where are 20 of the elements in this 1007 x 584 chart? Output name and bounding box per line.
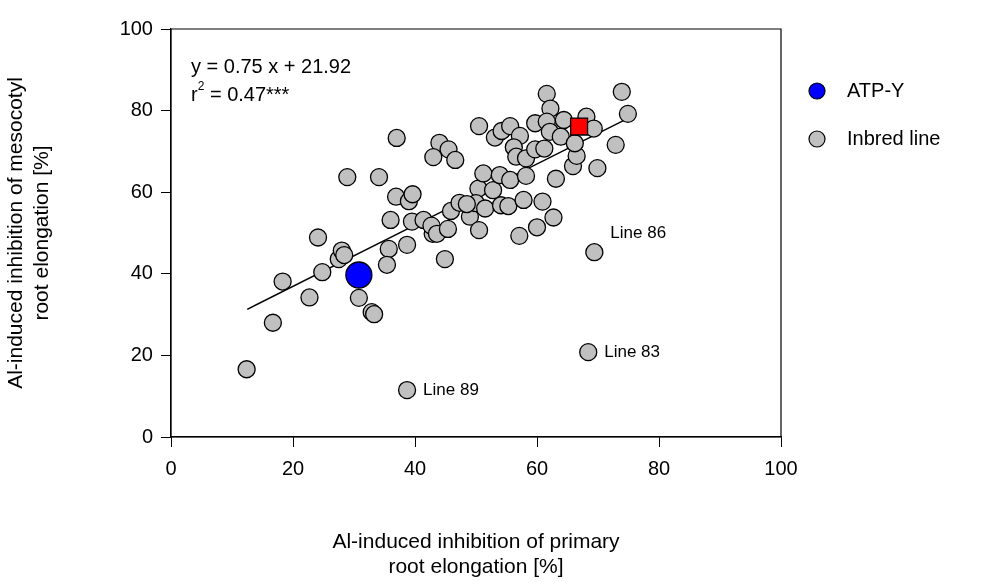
x-tick-label: 80 bbox=[647, 456, 671, 479]
legend-label: ATP-Y bbox=[847, 78, 905, 101]
y-tick-label: 80 bbox=[130, 98, 153, 121]
x-tick-label: 0 bbox=[165, 456, 177, 479]
y-tick-label: 100 bbox=[119, 16, 153, 39]
y-tick-label: 40 bbox=[130, 261, 153, 284]
y-tick-label: 20 bbox=[130, 342, 153, 365]
x-tick-label: 60 bbox=[525, 456, 549, 479]
y-tick-label: 60 bbox=[130, 179, 153, 202]
annotation: Line 89 bbox=[423, 379, 479, 399]
legend-label: Inbred line bbox=[847, 126, 941, 149]
x-tick-label: 100 bbox=[764, 456, 798, 479]
x-tick-label: 20 bbox=[281, 456, 305, 479]
annotation: y = 0.75 x + 21.92 bbox=[191, 54, 352, 77]
annotation: Line 83 bbox=[604, 341, 661, 361]
y-tick-label: 0 bbox=[141, 424, 153, 447]
annotation: Line 86 bbox=[610, 222, 667, 242]
x-tick-label: 40 bbox=[403, 456, 427, 479]
y-axis-title: Al-induced inhibition of mesocotyl root elongation [%] bbox=[3, 77, 52, 389]
x-axis-title: Al-induced inhibition of primary root elongation [%] bbox=[332, 529, 621, 578]
